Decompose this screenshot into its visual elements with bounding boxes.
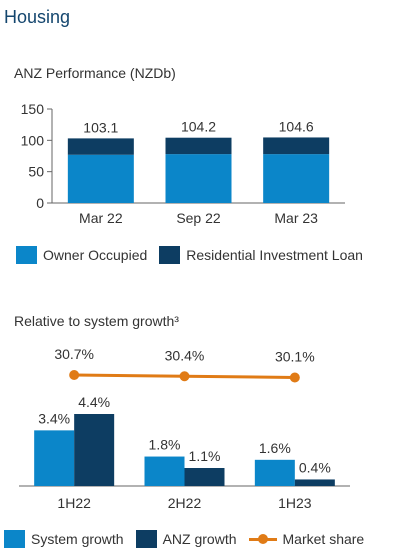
chart2-data-label: 4.4% <box>78 394 110 410</box>
chart2-x-tick-label: 1H22 <box>57 495 91 511</box>
chart2-data-label: 1.8% <box>149 437 181 453</box>
chart2-legend: System growth ANZ growth Market share <box>4 530 376 548</box>
chart1-x-tick-label: Mar 23 <box>274 210 318 226</box>
chart2-data-label: 1.1% <box>189 448 221 464</box>
owner-occupied-bar <box>67 154 134 203</box>
owner-occupied-swatch <box>16 246 37 264</box>
chart1-legend: Owner Occupied Residential Investment Lo… <box>16 246 375 264</box>
chart2-data-label: 1.6% <box>259 440 291 456</box>
legend-system-growth: System growth <box>4 530 124 548</box>
legend-market-share-label: Market share <box>282 531 365 547</box>
market-share-swatch <box>248 530 277 548</box>
system-growth-bar <box>144 456 185 486</box>
chart1-total-label: 104.2 <box>181 119 216 135</box>
anz-growth-bar <box>294 479 335 486</box>
chart1-total-label: 104.6 <box>279 118 314 134</box>
chart1-y-tick-label: 150 <box>21 101 45 117</box>
section-title: Housing <box>4 7 71 27</box>
anz-growth-bar <box>74 414 115 486</box>
chart1-y-tick-label: 100 <box>21 132 45 148</box>
chart2-x-tick-label: 2H22 <box>168 495 202 511</box>
anz-growth-swatch <box>135 530 157 548</box>
chart1-x-tick-label: Sep 22 <box>176 210 221 226</box>
legend-residential-investment-label: Residential Investment Loan <box>186 247 363 263</box>
residential-investment-swatch <box>159 246 181 264</box>
market-share-label: 30.4% <box>165 347 205 363</box>
chart2-data-label: 3.4% <box>38 410 70 426</box>
system-growth-bar <box>254 459 295 486</box>
market-share-label: 30.7% <box>54 346 94 362</box>
residential-investment-bar <box>263 137 330 155</box>
market-share-point <box>289 372 300 383</box>
legend-owner-occupied: Owner Occupied <box>16 246 147 264</box>
legend-system-growth-label: System growth <box>31 531 124 547</box>
market-share-label: 30.1% <box>275 349 315 365</box>
chart1-x-tick-label: Mar 22 <box>79 210 123 226</box>
chart1-y-tick-label: 50 <box>28 164 44 180</box>
chart2-x-tick-label: 1H23 <box>278 495 312 511</box>
market-share-point <box>179 371 190 382</box>
legend-owner-occupied-label: Owner Occupied <box>43 247 148 263</box>
legend-residential-investment: Residential Investment Loan <box>159 246 363 264</box>
chart1-y-tick-label: 0 <box>36 195 44 211</box>
owner-occupied-bar <box>263 154 330 203</box>
legend-anz-growth-label: ANZ growth <box>162 531 237 547</box>
residential-investment-bar <box>165 137 232 155</box>
chart1-title: ANZ Performance (NZDb) <box>14 65 176 81</box>
anz-growth-bar <box>184 468 225 486</box>
chart1-total-label: 103.1 <box>83 119 118 135</box>
system-growth-bar <box>34 430 75 486</box>
system-growth-swatch <box>4 530 25 548</box>
market-share-point <box>69 370 80 380</box>
legend-market-share: Market share <box>248 530 365 548</box>
residential-investment-bar <box>67 138 134 155</box>
chart2-data-label: 0.4% <box>299 459 331 475</box>
legend-anz-growth: ANZ growth <box>135 530 237 548</box>
owner-occupied-bar <box>165 154 232 203</box>
chart2-title: Relative to system growth³ <box>14 313 179 329</box>
